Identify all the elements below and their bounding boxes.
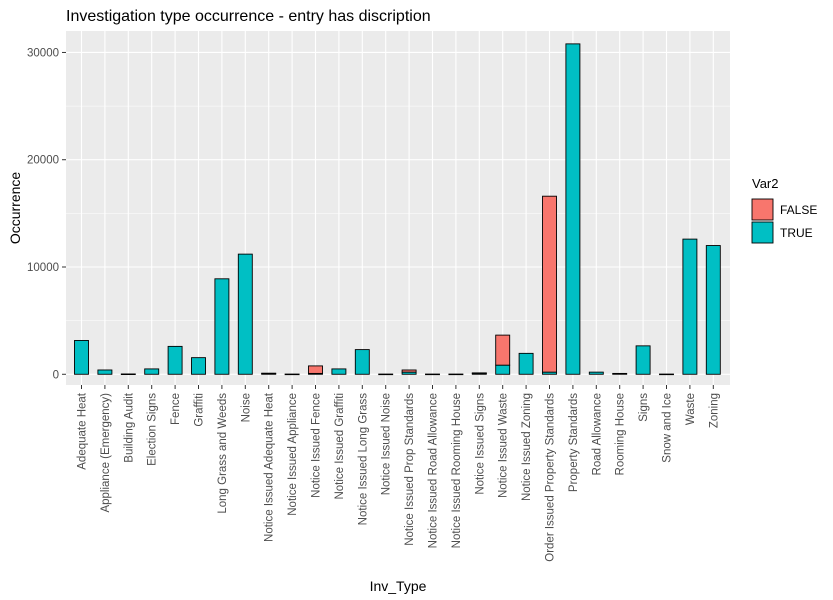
- y-axis-title: Occurrence: [7, 172, 23, 245]
- bar-true: [74, 340, 89, 375]
- x-tick-label: Notice Issued Waste: [498, 393, 510, 498]
- x-tick-label: Road Allowance: [591, 393, 603, 475]
- bar-true: [705, 245, 721, 375]
- bar-true: [448, 373, 464, 376]
- bar-false: [401, 369, 417, 373]
- x-tick-label: Election Signs: [147, 393, 159, 466]
- bars: [74, 43, 721, 376]
- x-tick-label: Long Grass and Weeds: [217, 393, 229, 514]
- x-tick-label: Noise: [240, 393, 252, 422]
- bar-true: [214, 278, 230, 375]
- bar-true: [659, 373, 674, 376]
- bar-true: [120, 373, 136, 376]
- x-tick-label: Notice Issued Long Grass: [357, 393, 369, 526]
- bar-true: [237, 253, 253, 375]
- x-tick-label: Notice Issued Adequate Heat: [264, 392, 276, 542]
- x-axis-title: Inv_Type: [370, 578, 427, 594]
- bar-true: [588, 371, 604, 375]
- x-tick-label: Notice Issued Fence: [311, 393, 323, 498]
- bar-true: [354, 349, 370, 375]
- x-tick-label: Building Audit: [123, 392, 135, 462]
- y-tick-label: 20000: [27, 155, 59, 167]
- bar-true: [635, 345, 651, 375]
- legend-key-false: [751, 198, 774, 221]
- x-tick-label: Property Standards: [568, 393, 580, 492]
- x-tick-label: Adequate Heat: [77, 392, 89, 470]
- x-tick-label: Fence: [170, 393, 182, 425]
- x-tick-label: Notice Issued Graffiti: [334, 393, 346, 500]
- legend-key-true: [751, 221, 774, 244]
- y-axis: 0 10000 20000 30000: [27, 47, 66, 381]
- bar-true: [495, 364, 511, 375]
- x-tick-label: Notice Issued Zoning: [521, 393, 533, 501]
- x-tick-label: Notice Issued Noise: [381, 393, 393, 495]
- y-tick-label: 0: [53, 369, 59, 381]
- bar-true: [682, 238, 698, 375]
- x-tick-label: Snow and Ice: [662, 393, 674, 463]
- x-tick-label: Notice Issued Rooming House: [451, 393, 463, 548]
- bar-true: [191, 357, 206, 375]
- x-tick-label: Notice Issued Road Allowance: [428, 393, 440, 548]
- bar-true: [565, 43, 581, 375]
- legend: Var2 FALSE TRUE: [751, 176, 817, 244]
- y-tick-label: 10000: [27, 262, 59, 274]
- bar-true: [518, 352, 534, 375]
- bar-true: [612, 372, 628, 375]
- bar-true: [167, 345, 183, 375]
- chart-title: Investigation type occurrence - entry ha…: [66, 8, 431, 25]
- bar-true: [144, 368, 160, 375]
- legend-label-true: TRUE: [780, 226, 813, 240]
- bar-true: [331, 368, 347, 375]
- x-tick-label: Graffiti: [194, 393, 206, 427]
- x-tick-label: Rooming House: [615, 393, 627, 475]
- bar-true: [284, 373, 300, 376]
- bar-false: [471, 372, 487, 374]
- legend-label-false: FALSE: [780, 203, 817, 217]
- legend-title: Var2: [752, 176, 779, 191]
- bar-false: [261, 372, 277, 375]
- bar-false: [308, 365, 323, 374]
- x-axis: Adequate Heat Appliance (Emergency) Buildi…: [77, 385, 720, 562]
- bar-false: [542, 195, 557, 373]
- bar-true: [378, 373, 394, 376]
- x-tick-label: Notice Issued Prop Standards: [404, 393, 416, 546]
- y-tick-label: 30000: [27, 47, 59, 59]
- bar-true: [97, 369, 113, 375]
- x-tick-label: Signs: [638, 393, 650, 422]
- x-tick-label: Order Issued Property Standards: [545, 393, 557, 562]
- x-tick-label: Notice Issued Appliance: [287, 393, 299, 516]
- x-tick-label: Waste: [685, 393, 697, 425]
- x-tick-label: Notice Issued Signs: [474, 393, 486, 495]
- x-tick-label: Zoning: [708, 393, 720, 428]
- bar-true: [425, 373, 440, 376]
- plot-panel: [66, 31, 730, 385]
- bar-false: [495, 334, 511, 366]
- x-tick-label: Appliance (Emergency): [100, 393, 112, 513]
